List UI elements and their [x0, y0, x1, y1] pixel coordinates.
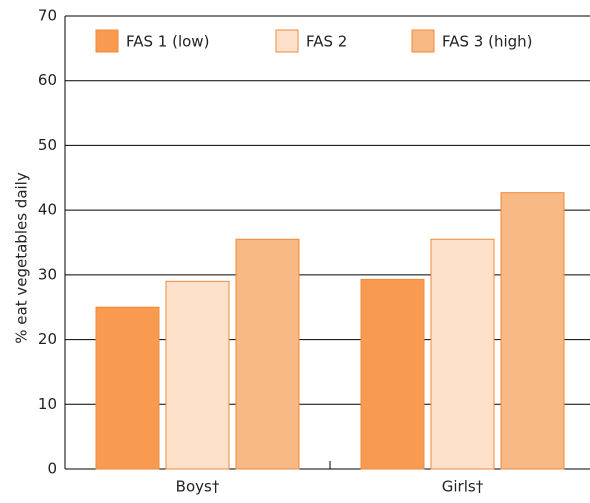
legend-label: FAS 3 (high) [442, 33, 533, 51]
bar [360, 278, 425, 470]
bar [95, 306, 160, 470]
y-tick-label: 60 [38, 71, 57, 89]
x-tick-label: Boys† [176, 478, 220, 496]
legend-swatch [275, 29, 299, 53]
y-tick-label: 0 [47, 460, 57, 478]
bar [430, 238, 495, 470]
legend-background [80, 24, 570, 62]
y-tick-label: 10 [38, 395, 57, 413]
y-axis-label: % eat vegetables daily [13, 172, 31, 344]
bar [165, 280, 230, 470]
y-tick-label: 70 [38, 7, 57, 25]
legend-swatch [95, 29, 119, 53]
y-tick-label: 50 [38, 136, 57, 154]
bar [235, 238, 300, 470]
bar [500, 192, 565, 470]
y-tick-label: 20 [38, 330, 57, 348]
y-tick-label: 40 [38, 201, 57, 219]
y-tick-label: 30 [38, 265, 57, 283]
legend-label: FAS 1 (low) [126, 33, 209, 51]
legend-label: FAS 2 [306, 33, 347, 51]
x-tick-label: Girls† [442, 478, 484, 496]
legend-swatch [411, 29, 435, 53]
